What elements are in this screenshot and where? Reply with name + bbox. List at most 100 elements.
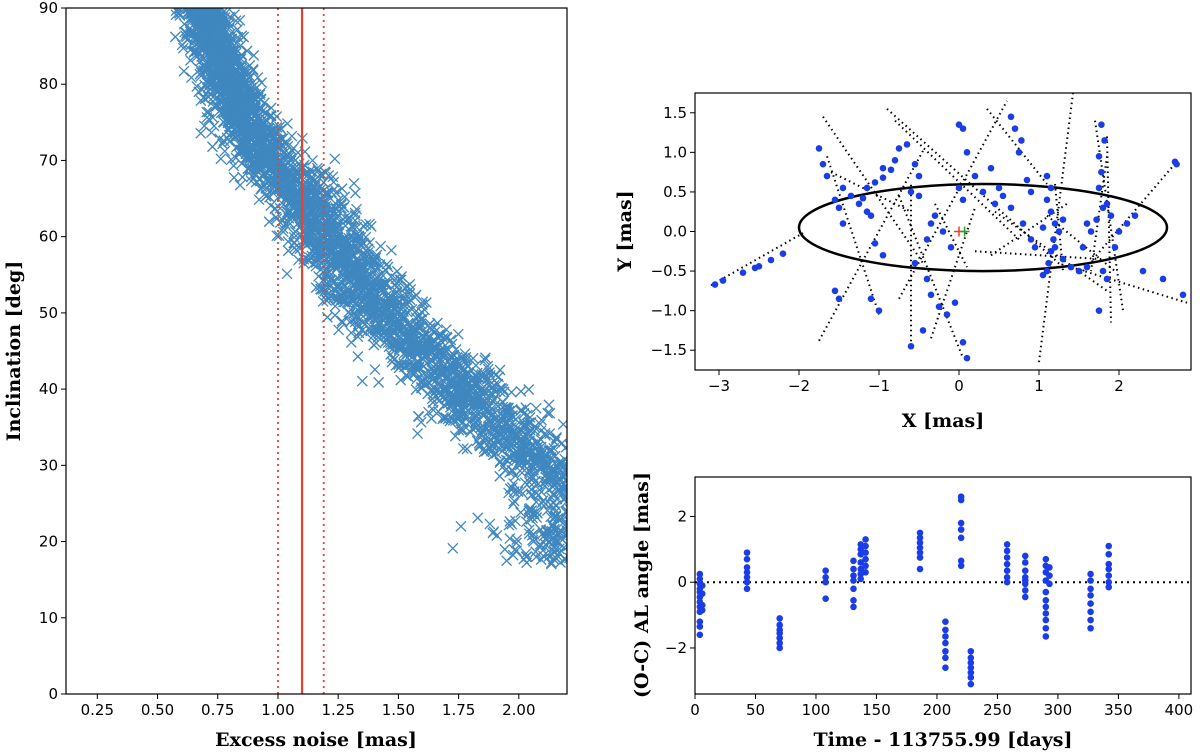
p2-y-tick-label: 0 (677, 573, 687, 591)
sample-x-marker (453, 409, 465, 421)
sample-x-marker (309, 174, 321, 186)
sample-x-marker (419, 327, 431, 338)
p0-y-tick-label: 70 (39, 151, 58, 169)
sample-x-marker (316, 252, 328, 264)
residual-point (1046, 572, 1053, 579)
sample-x-marker (566, 486, 567, 497)
sample-x-marker (360, 245, 372, 256)
sample-x-marker (283, 169, 295, 181)
scan-line (934, 203, 968, 268)
sample-x-marker (194, 0, 204, 6)
sample-x-marker (479, 354, 491, 366)
sample-x-marker (549, 436, 561, 448)
orbit-point (871, 179, 879, 186)
scan-line (990, 202, 1068, 257)
sample-x-marker (559, 480, 567, 492)
orbit-point (779, 250, 787, 257)
sample-x-marker (352, 331, 364, 343)
residual-point (1042, 596, 1050, 604)
sample-x-marker (414, 376, 426, 388)
p1-x-tick-label: 1 (1034, 377, 1044, 395)
sample-x-marker (282, 245, 294, 257)
sample-x-marker (537, 446, 549, 458)
sample-x-marker (337, 270, 349, 282)
sample-x-marker (254, 116, 266, 128)
residual-point (1042, 624, 1050, 632)
orbit-point (1123, 220, 1131, 227)
sample-x-marker (188, 0, 198, 4)
sample-x-marker (524, 466, 536, 478)
residual-point (698, 601, 706, 609)
orbit-point (1050, 236, 1057, 243)
sample-x-marker (565, 546, 567, 558)
residual-point (822, 578, 829, 586)
sample-x-marker (553, 526, 565, 538)
sample-x-marker (515, 385, 527, 397)
p2-x-tick-label: 100 (802, 701, 831, 719)
orbit-point (839, 220, 847, 227)
sample-x-marker (360, 219, 372, 231)
sample-x-marker (202, 0, 212, 1)
sample-x-marker (462, 386, 474, 398)
sample-x-marker (383, 297, 395, 309)
sample-x-marker (173, 8, 185, 19)
residual-point (696, 631, 704, 639)
sample-x-marker (498, 460, 509, 472)
scan-line (974, 250, 1104, 261)
sample-x-marker (499, 543, 511, 555)
orbit-point (999, 192, 1007, 200)
sample-x-marker (192, 0, 202, 6)
sample-x-marker (452, 378, 464, 390)
sample-x-marker (203, 67, 215, 79)
sample-x-marker (186, 0, 196, 1)
sample-x-marker (348, 177, 360, 189)
sample-x-marker (425, 413, 437, 424)
sample-x-marker (365, 301, 377, 313)
sample-x-marker (328, 183, 340, 195)
sample-x-marker (565, 462, 567, 473)
sample-x-marker (206, 56, 218, 68)
sample-x-marker (263, 216, 275, 228)
residual-point (862, 542, 869, 550)
scan-line (1106, 136, 1112, 323)
residual-point (1105, 550, 1113, 558)
residual-point (1021, 559, 1029, 566)
orbit-point (1093, 216, 1100, 223)
sample-x-marker (331, 250, 343, 262)
p1-y-tick-label: −0.5 (651, 262, 687, 280)
sample-x-marker (310, 183, 322, 195)
sample-x-marker (180, 0, 190, 3)
residual-point (967, 659, 975, 667)
orbit-point (903, 141, 911, 148)
sample-x-marker (312, 189, 324, 201)
residual-point (850, 572, 857, 579)
sample-x-marker (303, 168, 314, 180)
sample-x-marker (483, 433, 494, 444)
sample-x-marker (326, 258, 338, 270)
sample-x-marker (207, 17, 219, 29)
orbit-point (719, 277, 727, 284)
sample-x-marker (545, 469, 557, 481)
sample-x-marker (447, 542, 459, 554)
sample-x-marker (373, 376, 385, 388)
sample-x-marker (545, 557, 557, 569)
sample-x-marker (222, 16, 234, 28)
residual-point (1003, 573, 1011, 581)
sample-x-marker (396, 301, 408, 313)
sample-x-marker (349, 187, 361, 199)
residuals-y-axis-label: (O-C) AL angle [mas] (631, 472, 653, 698)
sample-x-marker (385, 308, 397, 320)
sample-x-marker (507, 498, 519, 510)
sample-x-marker (488, 526, 500, 538)
sample-x-marker (529, 421, 540, 433)
sample-x-marker (169, 31, 181, 43)
orbit-point (1007, 113, 1015, 121)
sample-x-marker (555, 557, 566, 568)
sample-x-marker (230, 75, 242, 87)
sample-x-marker (337, 213, 349, 225)
residual-point (967, 669, 975, 676)
orbit-point (987, 164, 995, 172)
p1-x-tick-label: −3 (708, 377, 730, 395)
residual-point (696, 618, 704, 625)
sample-x-marker (210, 0, 220, 3)
